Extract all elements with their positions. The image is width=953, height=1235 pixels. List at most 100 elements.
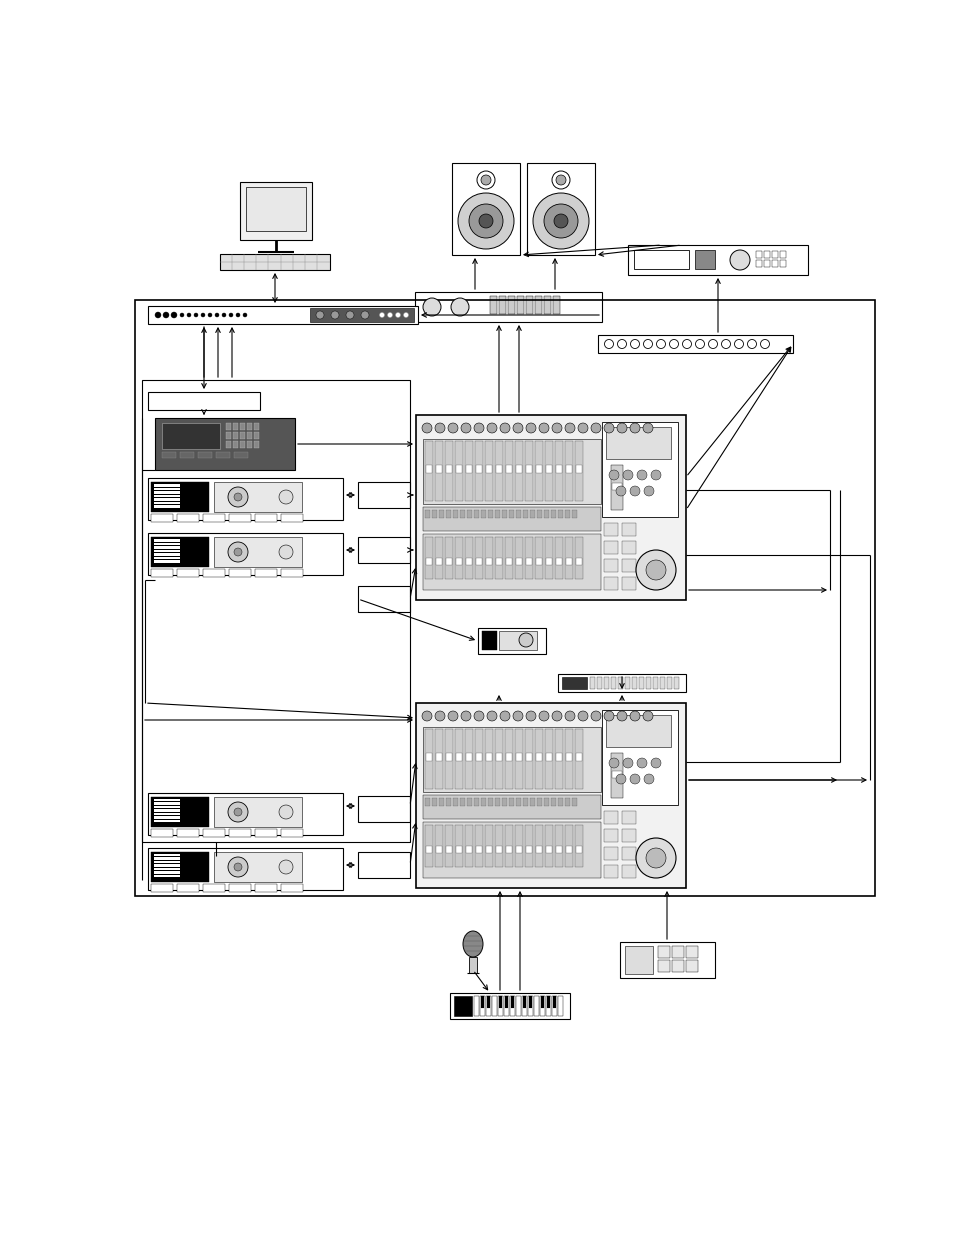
Bar xyxy=(556,466,561,473)
Bar xyxy=(576,753,581,761)
Circle shape xyxy=(552,424,561,433)
Bar xyxy=(658,946,669,958)
Circle shape xyxy=(278,545,293,559)
Bar xyxy=(504,441,513,501)
Bar xyxy=(565,558,572,564)
Bar xyxy=(535,296,541,314)
Bar xyxy=(203,514,225,522)
Bar xyxy=(639,677,643,689)
Bar xyxy=(545,753,552,761)
Bar xyxy=(424,825,433,867)
Bar xyxy=(153,550,180,552)
Bar xyxy=(153,813,180,815)
Bar xyxy=(544,537,553,579)
Bar xyxy=(666,677,671,689)
Bar xyxy=(516,558,521,564)
Circle shape xyxy=(163,312,169,317)
Bar xyxy=(426,558,432,564)
Bar xyxy=(142,380,410,842)
Bar xyxy=(446,510,451,517)
Bar xyxy=(246,186,306,231)
Bar xyxy=(153,799,180,802)
Bar xyxy=(564,798,569,806)
Bar xyxy=(543,798,548,806)
Circle shape xyxy=(643,340,652,348)
Bar xyxy=(253,441,258,448)
Bar xyxy=(452,163,519,254)
Bar xyxy=(456,753,461,761)
Bar xyxy=(467,798,472,806)
Bar xyxy=(247,424,252,430)
Bar xyxy=(455,729,462,789)
Bar xyxy=(153,501,180,504)
Circle shape xyxy=(387,312,392,317)
Bar xyxy=(203,884,225,892)
Bar xyxy=(525,753,532,761)
Bar xyxy=(253,432,258,438)
Bar xyxy=(545,995,551,1016)
Bar xyxy=(501,510,506,517)
Bar xyxy=(220,254,330,270)
Circle shape xyxy=(538,424,548,433)
Circle shape xyxy=(451,298,469,316)
Bar xyxy=(552,995,557,1016)
Bar xyxy=(555,729,562,789)
Bar xyxy=(464,537,473,579)
Circle shape xyxy=(513,424,522,433)
Bar xyxy=(515,825,522,867)
Bar xyxy=(671,946,683,958)
Bar xyxy=(564,729,573,789)
Bar xyxy=(177,514,199,522)
Bar xyxy=(474,995,478,1016)
Bar xyxy=(755,261,761,267)
Bar xyxy=(652,677,658,689)
Bar xyxy=(634,249,688,269)
Circle shape xyxy=(720,340,730,348)
Bar xyxy=(603,577,618,590)
Bar xyxy=(505,753,512,761)
Bar xyxy=(497,995,502,1016)
Bar xyxy=(148,848,343,890)
Bar xyxy=(539,995,544,1016)
Bar xyxy=(603,522,618,536)
Bar xyxy=(438,798,443,806)
Bar xyxy=(153,806,180,809)
Bar xyxy=(525,466,532,473)
Bar xyxy=(555,441,562,501)
Bar xyxy=(565,846,572,853)
Circle shape xyxy=(617,340,626,348)
Bar xyxy=(233,452,248,458)
Circle shape xyxy=(403,312,408,317)
Bar xyxy=(151,884,172,892)
Ellipse shape xyxy=(462,931,482,957)
Bar xyxy=(695,249,714,269)
Bar xyxy=(603,541,618,555)
Bar xyxy=(254,884,276,892)
Bar xyxy=(558,674,685,692)
Bar xyxy=(153,538,180,541)
Bar xyxy=(426,466,432,473)
Bar xyxy=(153,853,180,857)
Bar xyxy=(213,797,302,827)
Circle shape xyxy=(193,312,198,317)
Circle shape xyxy=(346,311,354,319)
Bar xyxy=(233,424,237,430)
Bar xyxy=(556,846,561,853)
Bar xyxy=(153,557,180,559)
Bar xyxy=(485,846,492,853)
Bar xyxy=(446,798,451,806)
Bar xyxy=(543,510,548,517)
Bar xyxy=(503,995,509,1016)
Bar xyxy=(524,825,533,867)
Circle shape xyxy=(608,471,618,480)
Bar xyxy=(254,569,276,577)
Bar xyxy=(510,995,515,1016)
Bar xyxy=(589,677,595,689)
Bar xyxy=(525,558,532,564)
Bar xyxy=(555,825,562,867)
Bar xyxy=(229,514,251,522)
Bar xyxy=(619,942,714,978)
Bar xyxy=(530,510,535,517)
Circle shape xyxy=(533,193,588,249)
Bar xyxy=(233,441,237,448)
